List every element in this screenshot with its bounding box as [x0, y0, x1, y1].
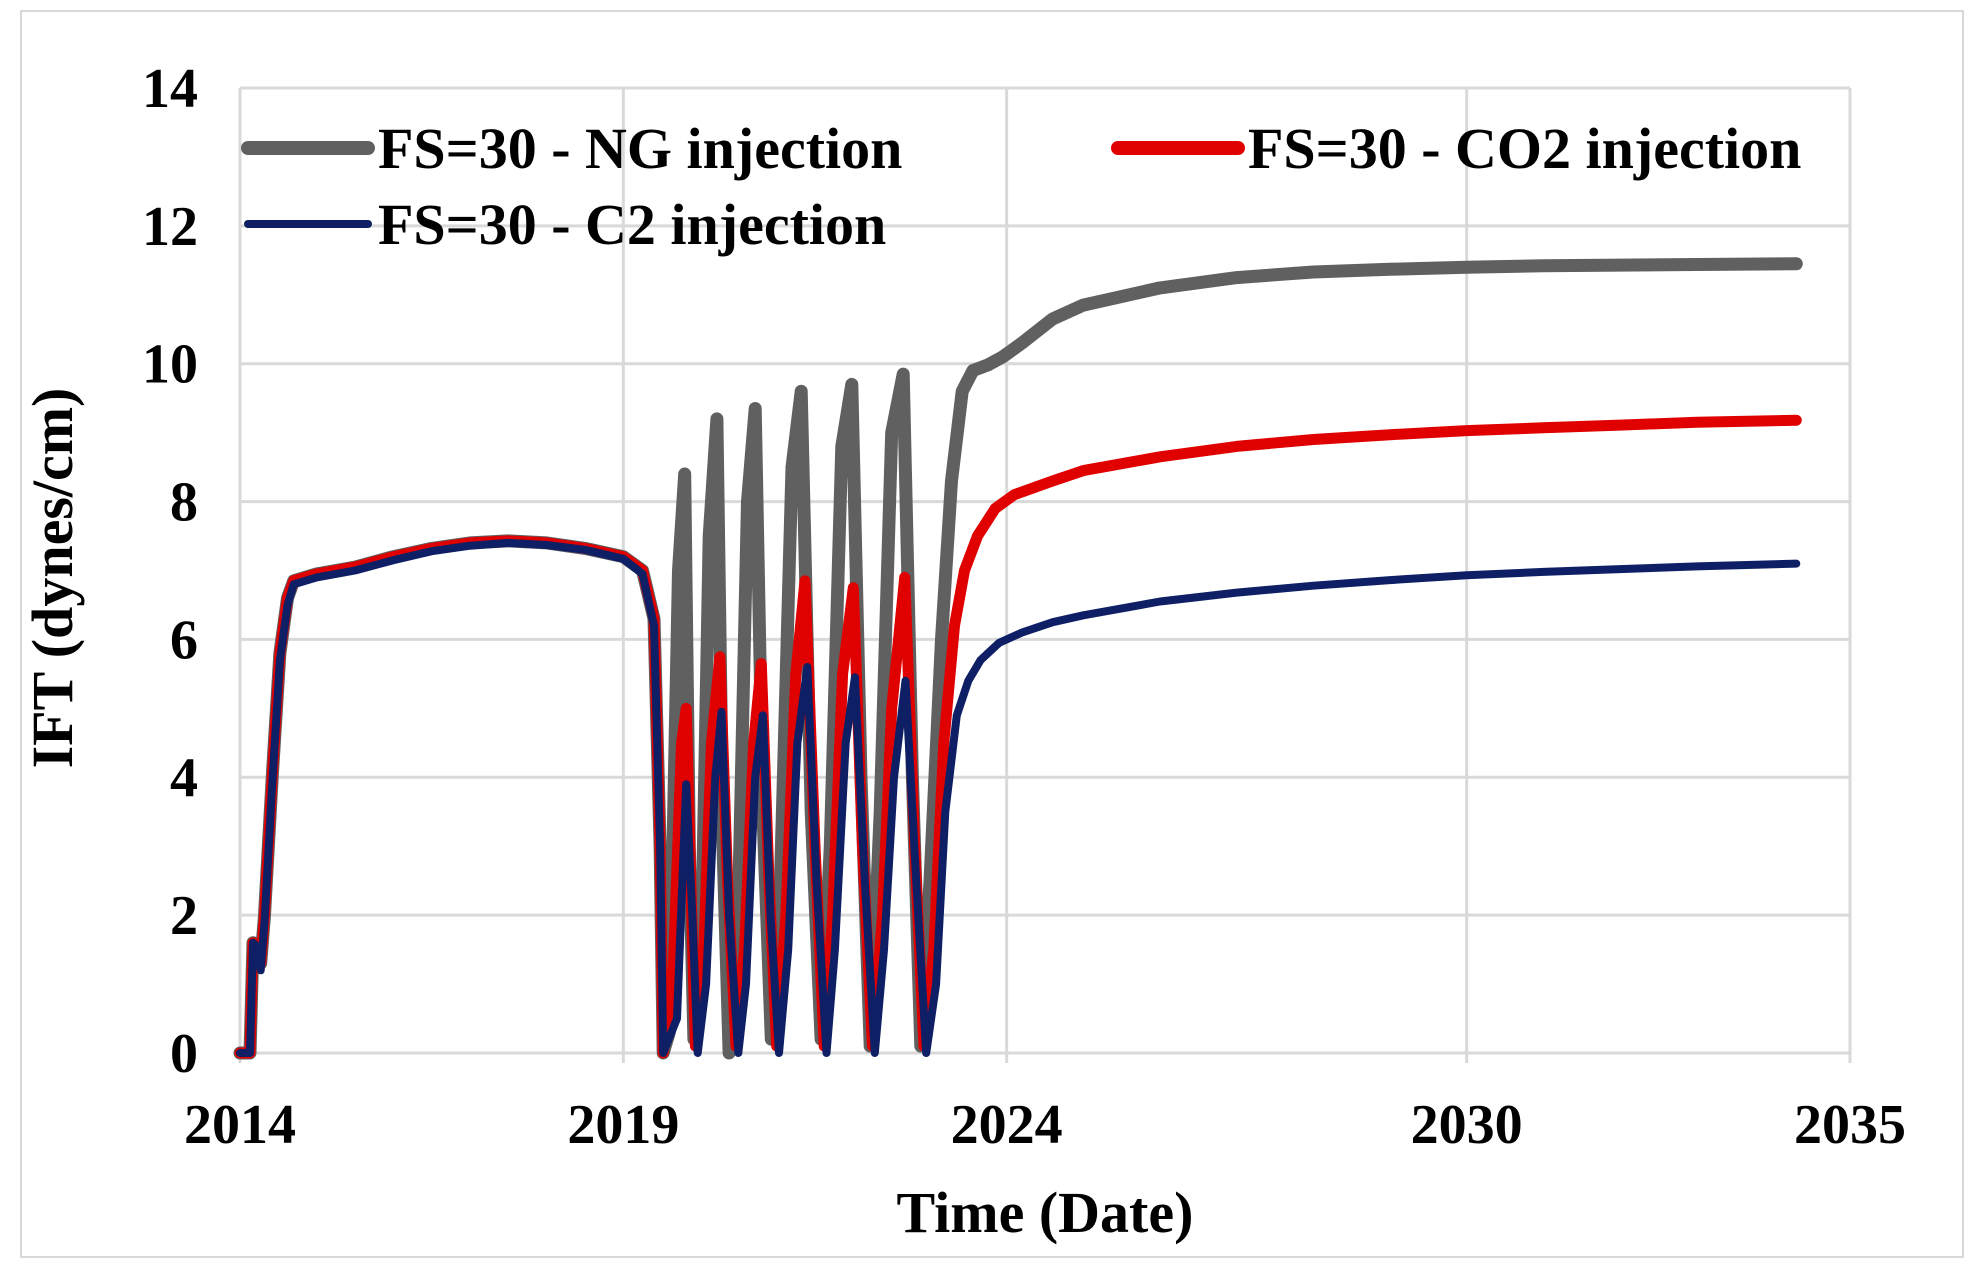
- y-tick-label: 14: [142, 58, 198, 120]
- y-tick-label: 4: [170, 747, 198, 809]
- x-tick-label: 2014: [184, 1094, 296, 1156]
- y-tick-label: 10: [142, 334, 198, 396]
- x-tick-label: 2024: [951, 1094, 1063, 1156]
- grid-layer: [240, 86, 1852, 1053]
- legend-label-ng: FS=30 - NG injection: [378, 116, 902, 181]
- y-axis-title: IFT (dynes/cm): [20, 388, 85, 769]
- y-tick-label: 12: [142, 196, 198, 258]
- series-line-co2: [234, 414, 1802, 1059]
- x-tick-label: 2019: [567, 1094, 679, 1156]
- y-tick-label: 0: [170, 1023, 198, 1085]
- legend-label-c2: FS=30 - C2 injection: [378, 192, 886, 257]
- y-tick-label: 8: [170, 472, 198, 534]
- series-line-ng: [233, 257, 1803, 1060]
- x-tick-label: 2030: [1411, 1094, 1523, 1156]
- x-axis-title: Time (Date): [897, 1180, 1194, 1245]
- chart-frame: [20, 10, 1964, 1258]
- y-tick-label: 2: [170, 885, 198, 947]
- series-line-c2: [236, 538, 1801, 1057]
- legend-layer: FS=30 - NG injection FS=30 - CO2 injecti…: [241, 116, 1801, 257]
- legend-label-co2: FS=30 - CO2 injection: [1248, 116, 1801, 181]
- axis-layer: 0 2 4 6 8 10 12 14 2014 2019 2024 2030 2035: [142, 58, 1906, 1156]
- x-tick-label: 2035: [1794, 1094, 1906, 1156]
- y-tick-label: 6: [170, 609, 198, 671]
- series-layer: [233, 257, 1803, 1060]
